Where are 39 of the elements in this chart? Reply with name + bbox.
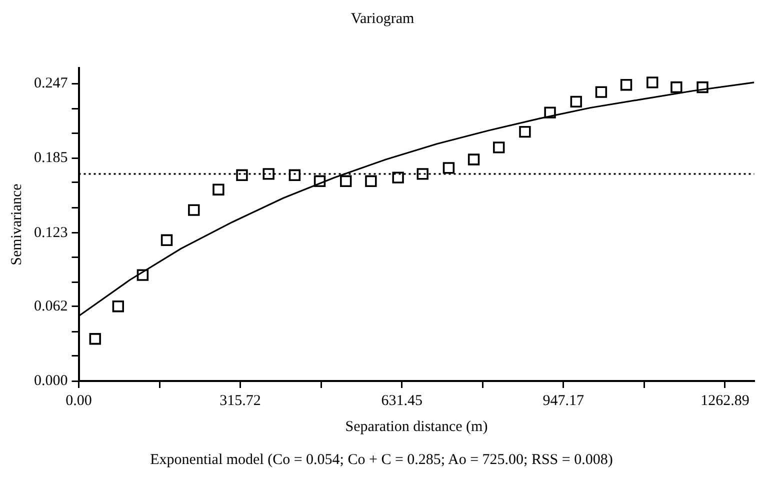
point [442,162,455,174]
point [544,106,556,118]
y-tick-label: 0.185 [34,150,68,166]
point [646,76,658,88]
point [112,300,124,312]
y-tick-label: 0.123 [34,224,68,241]
text: Exponential model (Co = 0.054; Co + C = 0.285; Ao = 725.00; RSS = 0.008) [149,452,614,469]
y-tick-label: 0.062 [34,298,68,314]
chart-title: Variogram [350,10,414,27]
y-tick-label: 0.247 [34,76,68,92]
point [696,81,708,94]
point [340,175,352,188]
point [392,172,404,184]
point [188,204,200,216]
x-tick-label: 0.00 [66,392,92,409]
point [136,269,149,281]
y-tick-label: 0.000 [34,372,68,389]
point [519,126,531,138]
point [365,175,377,188]
point [670,81,682,94]
point [468,154,480,166]
point [89,333,101,345]
x-tick-label: 1262.89 [700,392,750,409]
point [212,184,224,196]
x-axis-title: Separation distance (m) [345,418,488,435]
point [236,169,248,181]
point [595,86,608,98]
point [160,234,173,246]
point [262,168,274,180]
x-tick-label: 947.17 [542,392,585,409]
x-tick-label: 315.72 [220,392,261,409]
point [314,175,326,188]
x-tick-label: 631.45 [381,392,422,409]
y-axis-title: Semivariance [8,183,25,266]
point [416,168,428,180]
point [493,142,505,154]
point [570,96,582,108]
point [620,79,632,91]
point [288,169,301,181]
